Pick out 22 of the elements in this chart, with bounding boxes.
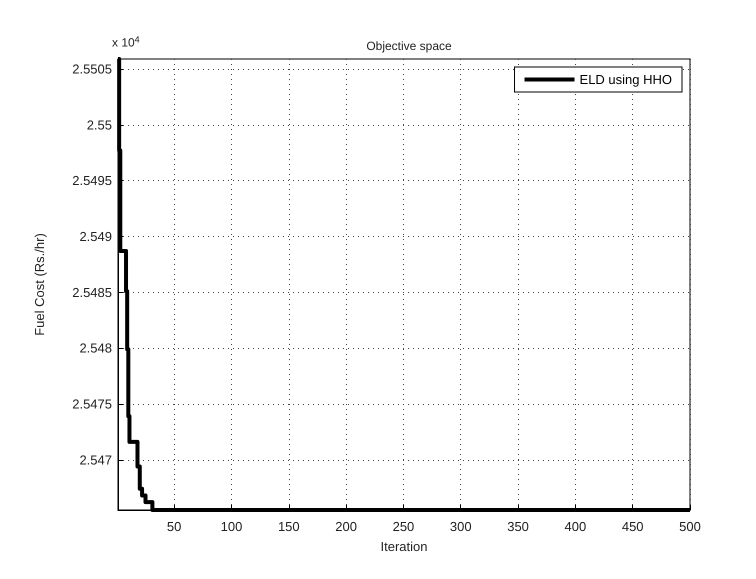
y-tick-label: 2.5485 — [72, 284, 112, 300]
x-tick-label: 300 — [450, 519, 472, 534]
y-tick-label: 2.5495 — [72, 173, 112, 188]
x-tick-label: 500 — [679, 519, 701, 534]
x-tick-label: 200 — [335, 519, 357, 534]
legend-label: ELD using HHO — [580, 72, 672, 87]
y-tick-label: 2.548 — [79, 340, 112, 356]
y-tick-label: 2.5475 — [72, 396, 112, 412]
x-tick-label: 50 — [166, 519, 182, 534]
chart-title: Objective space — [366, 39, 452, 53]
y-tick-label: 2.547 — [79, 452, 112, 468]
y-tick-label: 2.55 — [86, 117, 112, 132]
y-tick-label: 2.549 — [79, 228, 112, 244]
x-tick-label: 350 — [507, 519, 529, 534]
x-tick-label: 150 — [278, 519, 300, 534]
y-tick-label: 2.5505 — [72, 62, 112, 77]
x-tick-label: 100 — [220, 519, 242, 534]
x-tick-label: 250 — [392, 519, 414, 534]
x-tick-label: 400 — [564, 519, 586, 534]
x-axis-title: Iteration — [380, 539, 428, 554]
y-axis-title: Fuel Cost (Rs./hr) — [32, 233, 47, 336]
x-tick-label: 450 — [622, 519, 644, 534]
